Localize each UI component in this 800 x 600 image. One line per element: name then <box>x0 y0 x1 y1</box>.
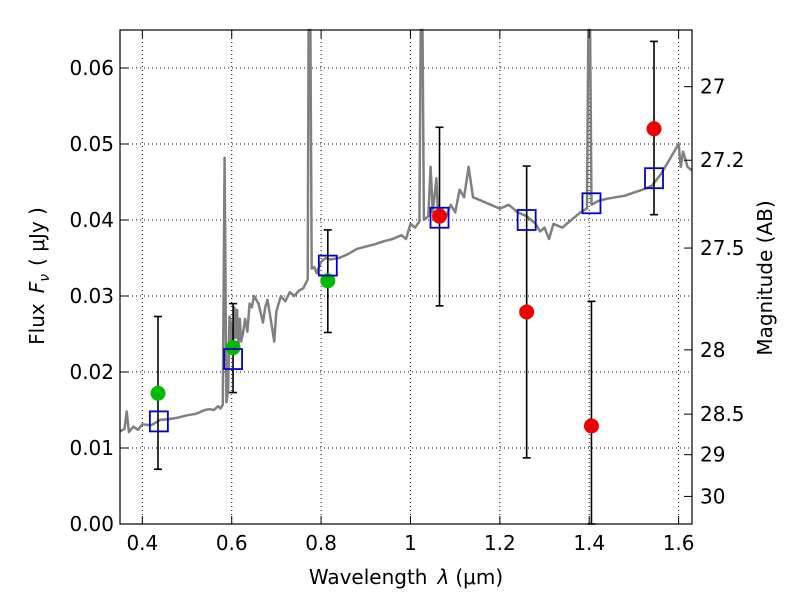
y-axis-title: FluxFν( μJy ) <box>25 207 53 345</box>
y-tick-label: 0.02 <box>69 360 114 384</box>
y-tick-label: 0.03 <box>69 284 114 308</box>
model-square <box>644 167 664 190</box>
y-tick-label: 0.05 <box>69 132 114 156</box>
y2-tick-label: 27.5 <box>700 236 745 260</box>
x-tick-label: 1.2 <box>484 531 516 555</box>
red-point <box>583 418 599 434</box>
model-square <box>317 254 338 277</box>
green-point <box>150 385 166 401</box>
y2-tick-label: 27.2 <box>700 148 745 172</box>
y2-tick-labels: 27 27.2 27.5 28 28.5 29 30 <box>700 75 745 509</box>
data-points <box>150 121 662 434</box>
y2-tick-label: 28 <box>700 338 725 362</box>
model-square <box>223 348 243 370</box>
y-tick-label: 0.04 <box>69 208 114 232</box>
model-square <box>516 209 537 231</box>
y-tick-labels: 0.00 0.01 0.02 0.03 0.04 0.05 0.06 <box>69 56 114 536</box>
spectrum-series <box>119 28 693 434</box>
y2-axis-title: Magnitude (AB) <box>753 200 777 355</box>
spectrum-line <box>119 28 693 434</box>
y2-tick-label: 28.5 <box>700 402 745 426</box>
y-tick-label: 0.06 <box>69 56 114 80</box>
x-tick-labels: 0.4 0.6 0.8 1 1.2 1.4 1.6 <box>126 531 694 555</box>
y-tick-label: 0.00 <box>69 512 114 536</box>
x-tick-label: 0.4 <box>126 531 158 555</box>
y2-tick-label: 30 <box>700 484 725 508</box>
x-tick-label: 0.8 <box>305 531 337 555</box>
plot-frame <box>119 29 693 525</box>
x-tick-label: 0.6 <box>216 531 248 555</box>
model-squares <box>148 167 664 433</box>
x-tick-label: 1.4 <box>573 531 605 555</box>
model-square <box>429 206 450 229</box>
red-point <box>646 121 662 137</box>
green-point <box>225 340 241 356</box>
x-tick-label: 1.6 <box>663 531 695 555</box>
y2-tick-label: 27 <box>700 75 725 99</box>
red-point <box>519 304 535 320</box>
x-tick-label: 1 <box>404 531 417 555</box>
y-tick-label: 0.01 <box>69 436 114 460</box>
x-axis-title: Wavelength λ (μm) <box>309 565 503 589</box>
model-square <box>148 410 169 433</box>
red-point <box>432 208 448 224</box>
ticks <box>120 30 692 525</box>
y2-tick-label: 29 <box>700 443 725 467</box>
model-square <box>581 192 602 215</box>
green-point <box>320 273 336 289</box>
